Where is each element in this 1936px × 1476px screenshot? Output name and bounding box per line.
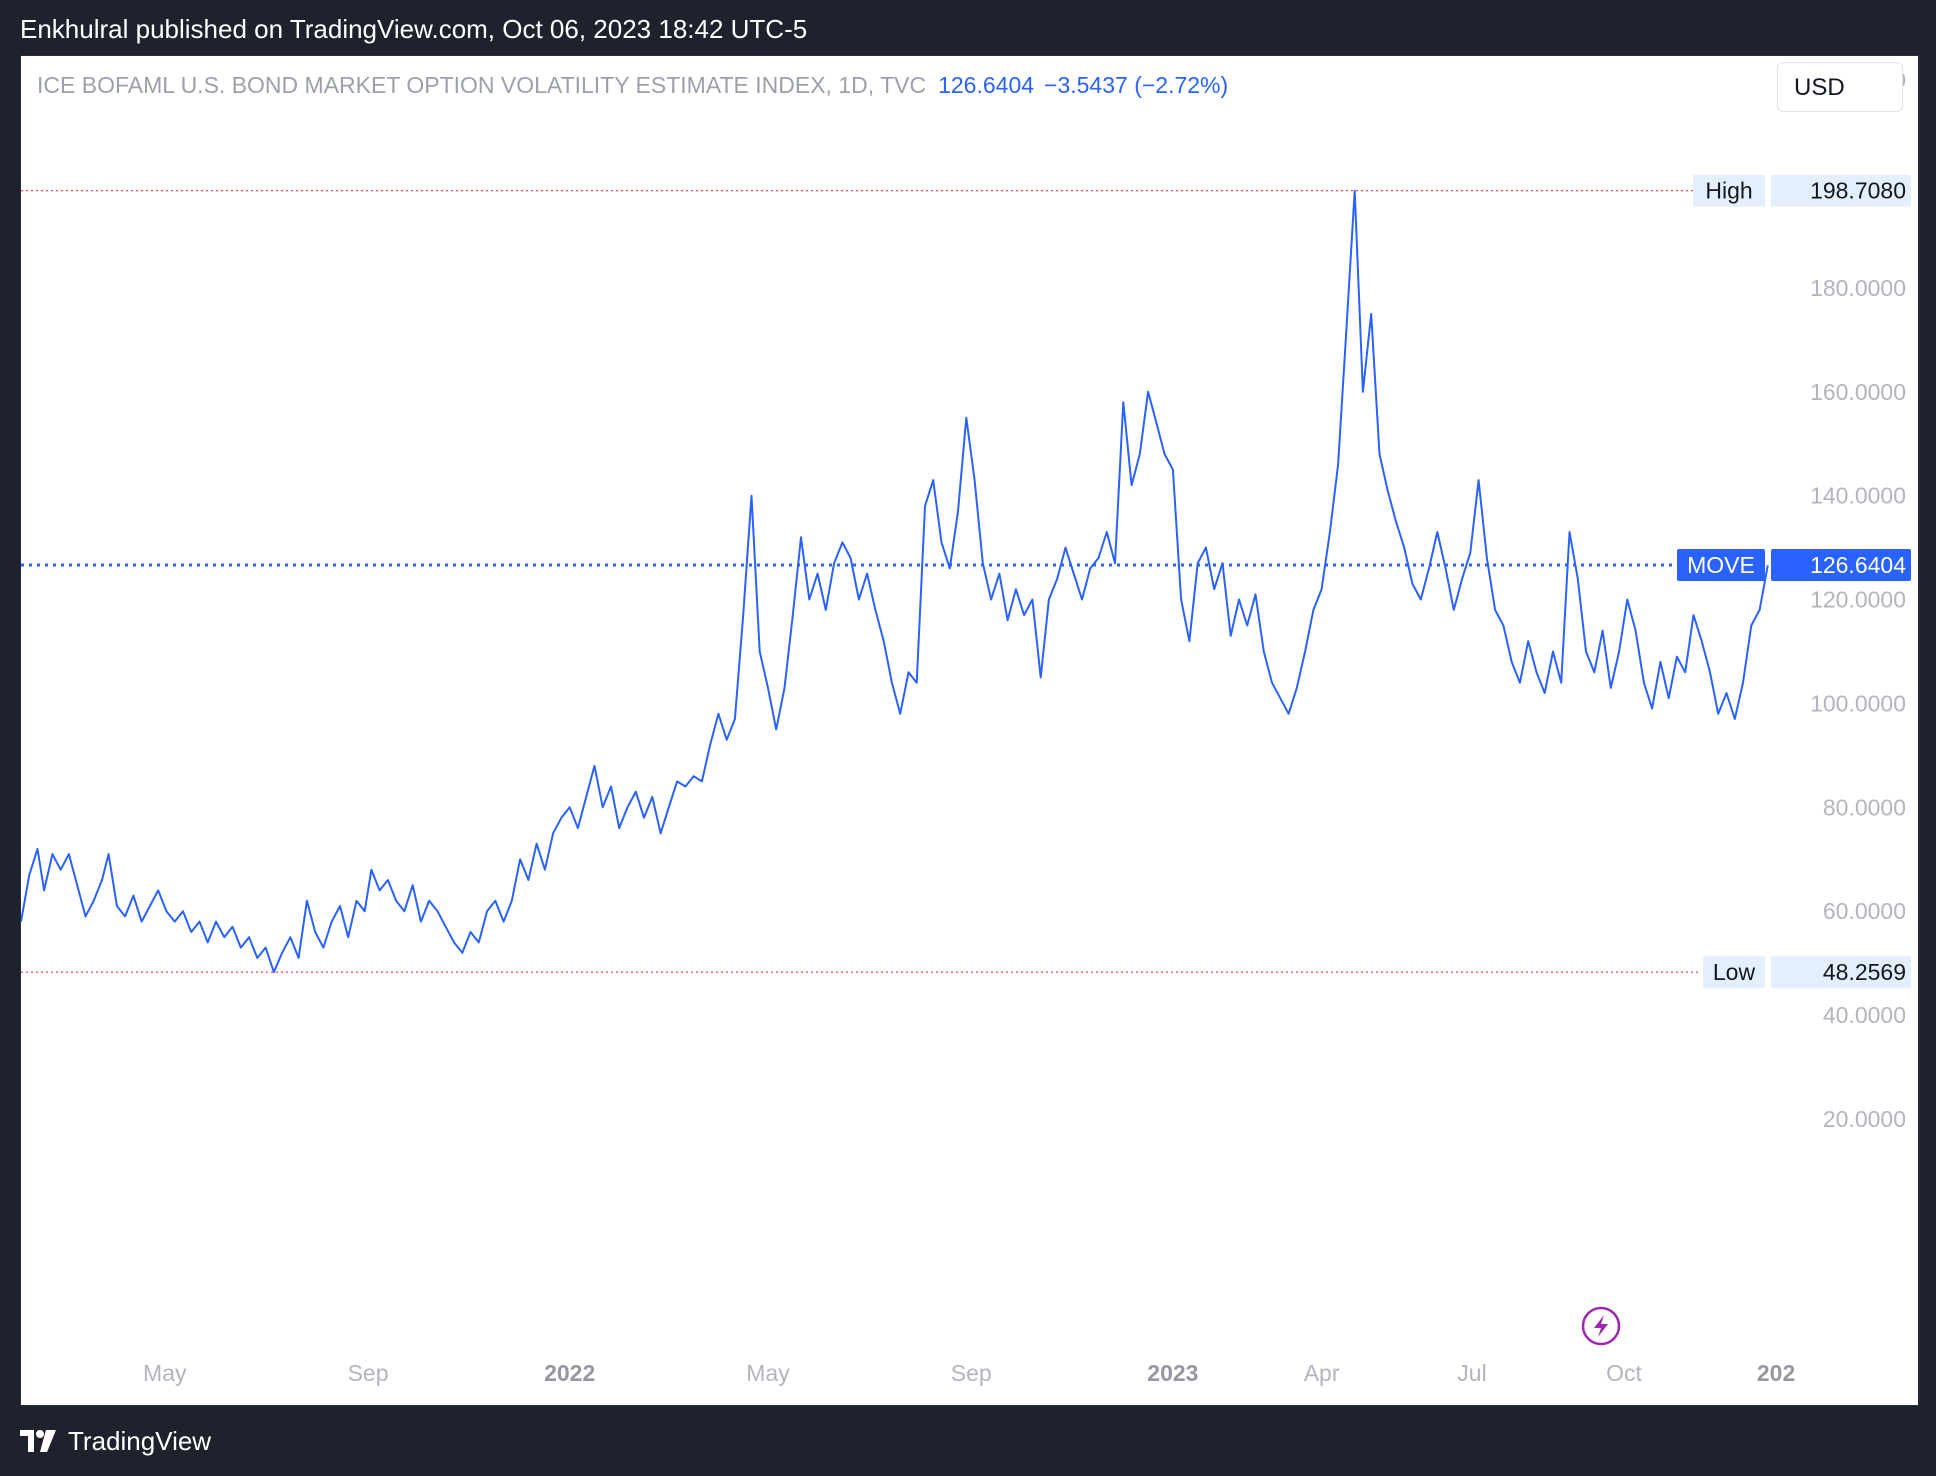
legend-change: −3.5437 (−2.72%): [1044, 72, 1229, 98]
currency-button[interactable]: USD: [1777, 62, 1903, 112]
y-tick-label: 140.0000: [1810, 483, 1906, 509]
low-name-label: Low: [1713, 959, 1756, 985]
x-tick-label: Apr: [1304, 1360, 1340, 1386]
chart-panel[interactable]: 220.0000180.0000160.0000140.0000120.0000…: [20, 55, 1919, 1406]
low-name-label-bg: [1703, 956, 1765, 989]
y-tick-label: 160.0000: [1810, 379, 1906, 405]
y-tick-label: 60.0000: [1823, 898, 1906, 924]
high-name-label: High: [1705, 178, 1752, 204]
y-tick-label: 100.0000: [1810, 690, 1906, 716]
x-tick-label: 2022: [544, 1360, 595, 1386]
price-chart[interactable]: 220.0000180.0000160.0000140.0000120.0000…: [21, 56, 1918, 1405]
x-tick-label: Oct: [1606, 1360, 1642, 1386]
x-tick-label: 2023: [1147, 1360, 1198, 1386]
last-value-label-bg: [1771, 549, 1911, 582]
top-bar: Enkhulral published on TradingView.com, …: [0, 0, 1936, 62]
x-tick-label: Jul: [1457, 1360, 1486, 1386]
last-name-label: MOVE: [1687, 552, 1755, 578]
x-tick-label: May: [746, 1360, 790, 1386]
low-value-label-bg: [1771, 956, 1911, 989]
last-value-label: 126.6404: [1810, 552, 1906, 578]
publisher-line: Enkhulral published on TradingView.com, …: [20, 14, 808, 44]
tradingview-brand[interactable]: TradingView: [20, 1424, 211, 1458]
footer: TradingView: [0, 1404, 1936, 1476]
last-name-label-bg: [1677, 549, 1765, 582]
y-tick-label: 180.0000: [1810, 275, 1906, 301]
high-name-label-bg: [1693, 174, 1765, 207]
high-value-label: 198.7080: [1810, 178, 1906, 204]
y-tick-label: 80.0000: [1823, 794, 1906, 820]
x-tick-label: May: [143, 1360, 187, 1386]
x-tick-label: Sep: [951, 1360, 992, 1386]
tradingview-logo-icon: [20, 1430, 56, 1452]
tradingview-name: TradingView: [68, 1425, 212, 1456]
high-value-label-bg: [1771, 174, 1911, 207]
low-value-label: 48.2569: [1823, 959, 1906, 985]
y-tick-label: 120.0000: [1810, 587, 1906, 613]
x-tick-label: 202: [1757, 1360, 1795, 1386]
series-line-move: [21, 189, 1769, 974]
y-tick-label: 20.0000: [1823, 1106, 1906, 1132]
chart-legend: ICE BOFAML U.S. BOND MARKET OPTION VOLAT…: [37, 72, 1228, 99]
x-tick-label: Sep: [348, 1360, 389, 1386]
lightning-bolt-icon[interactable]: [1581, 1306, 1621, 1346]
y-tick-label: 40.0000: [1823, 1002, 1906, 1028]
legend-last-value: 126.6404: [938, 72, 1035, 98]
legend-symbol[interactable]: ICE BOFAML U.S. BOND MARKET OPTION VOLAT…: [37, 72, 927, 98]
